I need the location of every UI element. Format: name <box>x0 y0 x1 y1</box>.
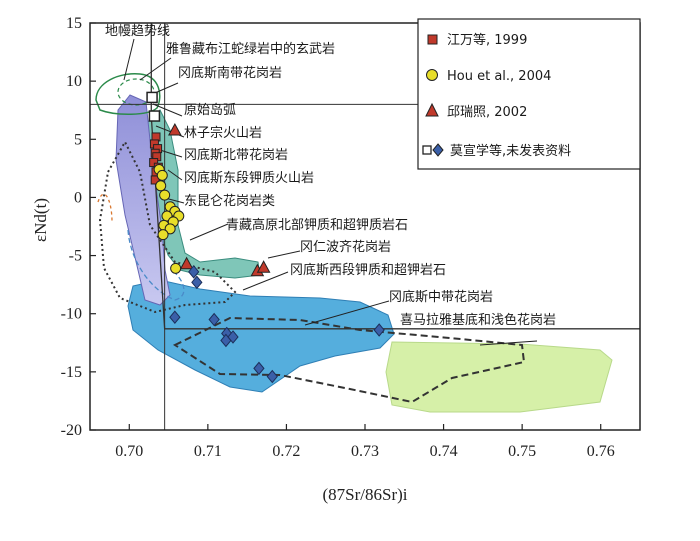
label-east-kunlun-granitoids: 东昆仑花岗岩类 <box>184 193 275 209</box>
legend-item-hou: Hou et al., 2004 <box>426 69 551 84</box>
label-gangdese-central-granite: 冈底斯中带花岗岩 <box>389 289 493 305</box>
point-open-square <box>148 110 161 122</box>
point-square <box>150 175 160 185</box>
x-axis-label: (87Sr/86Sr)i <box>323 485 408 504</box>
y-tick-label: -10 <box>61 306 82 323</box>
label-north-tibet-potassic: 青藏高原北部钾质和超钾质岩石 <box>226 217 408 233</box>
y-tick-label: 0 <box>74 189 82 206</box>
label-kangrinboqe-granite: 冈仁波齐花岗岩 <box>300 239 391 255</box>
legend-item-qiu: 邱瑞照, 2002 <box>425 102 527 120</box>
y-tick-label: 5 <box>74 131 82 148</box>
field-north-tibet-potassic <box>145 109 261 279</box>
x-tick-label: 0.73 <box>351 443 379 460</box>
point-circle <box>164 223 176 235</box>
series-2 <box>168 122 271 277</box>
point-circle <box>159 189 171 201</box>
outline-kangrinboqe <box>127 229 185 301</box>
field-himalaya-leucogranite <box>385 341 613 413</box>
x-tick-label: 0.74 <box>430 443 458 460</box>
outline-yarlung-basalt <box>95 73 161 115</box>
legend: 江万等, 1999 Hou et al., 2004 邱瑞照, 2002 莫宣学… <box>417 18 641 170</box>
point-diamond <box>169 310 181 324</box>
point-circle <box>155 180 167 192</box>
series-1 <box>153 164 185 274</box>
y-tick-label: -5 <box>69 248 82 265</box>
label-primitive-arc: 原始岛弧 <box>184 102 236 118</box>
x-tick-label: 0.76 <box>587 443 615 460</box>
point-open-square <box>146 91 158 104</box>
label-himalaya-basement-leucogranite: 喜马拉雅基底和浅色花岗岩 <box>400 312 556 328</box>
x-tick-label: 0.72 <box>272 443 300 460</box>
point-diamond <box>208 312 220 327</box>
data-points <box>146 91 385 384</box>
annotations: 地幔趋势线 雅鲁藏布江蛇绿岩中的玄武岩 冈底斯南带花岗岩 原始岛弧 林子宗火山岩… <box>105 23 556 328</box>
point-square <box>149 158 159 168</box>
legend-item-jiang: 江万等, 1999 <box>427 32 527 48</box>
legend-marker-triangle <box>425 102 439 117</box>
axis-ticks: 0.70 0.71 0.72 0.73 0.74 0.75 0.76 15 10 5 0 -5 -10 -… <box>61 15 615 460</box>
point-triangle <box>179 256 194 270</box>
legend-item-mo: 莫宣学等,未发表资料 <box>422 143 571 159</box>
y-tick-label: -15 <box>61 364 82 381</box>
legend-box <box>417 18 641 170</box>
legend-marker-open-square <box>422 145 432 155</box>
legend-marker-diamond <box>432 143 444 157</box>
x-tick-label: 0.71 <box>194 443 222 460</box>
x-tick-label: 0.70 <box>115 443 143 460</box>
label-gangdese-west-potassic: 冈底斯西段钾质和超钾岩石 <box>290 262 446 278</box>
point-diamond <box>253 361 265 376</box>
point-triangle <box>168 122 182 136</box>
field-gangdese-central-granite <box>127 279 395 393</box>
y-axis-label: εNd(t) <box>31 198 50 242</box>
legend-label-jiang: 江万等, 1999 <box>447 32 527 48</box>
point-diamond <box>373 323 385 337</box>
point-circle <box>157 229 169 241</box>
point-diamond <box>266 369 278 384</box>
point-triangle <box>256 260 271 273</box>
legend-marker-circle <box>426 69 438 81</box>
x-tick-label: 0.75 <box>508 443 536 460</box>
point-circle <box>170 262 182 274</box>
y-tick-label: 15 <box>66 15 82 32</box>
label-gangdese-south-granite: 冈底斯南带花岗岩 <box>178 65 282 81</box>
legend-label-mo: 莫宣学等,未发表资料 <box>450 143 571 159</box>
mantle-array-line <box>150 23 640 330</box>
y-tick-label: -20 <box>61 422 82 439</box>
legend-marker-filled-square <box>427 34 438 45</box>
field-primitive-island-arc <box>115 94 171 306</box>
label-gangdese-north-granite: 冈底斯北带花岗岩 <box>184 147 288 163</box>
y-tick-label: 10 <box>66 73 82 90</box>
outline-east-kunlun <box>97 193 113 223</box>
label-linzizong-volcanics: 林子宗火山岩 <box>184 125 262 141</box>
legend-label-hou: Hou et al., 2004 <box>447 69 551 84</box>
point-diamond <box>191 275 203 290</box>
label-mantle-array: 地幔趋势线 <box>105 23 170 39</box>
series-3 <box>146 91 385 384</box>
point-diamond <box>188 265 200 279</box>
point-circle <box>156 169 168 181</box>
point-diamond <box>227 330 239 344</box>
legend-label-qiu: 邱瑞照, 2002 <box>447 105 527 120</box>
outline-himalaya-basement <box>172 316 526 404</box>
label-gangdese-east-potassic: 冈底斯东段钾质火山岩 <box>184 170 314 186</box>
field-areas <box>115 94 613 413</box>
label-yarlung-basalt: 雅鲁藏布江蛇绿岩中的玄武岩 <box>166 41 335 57</box>
